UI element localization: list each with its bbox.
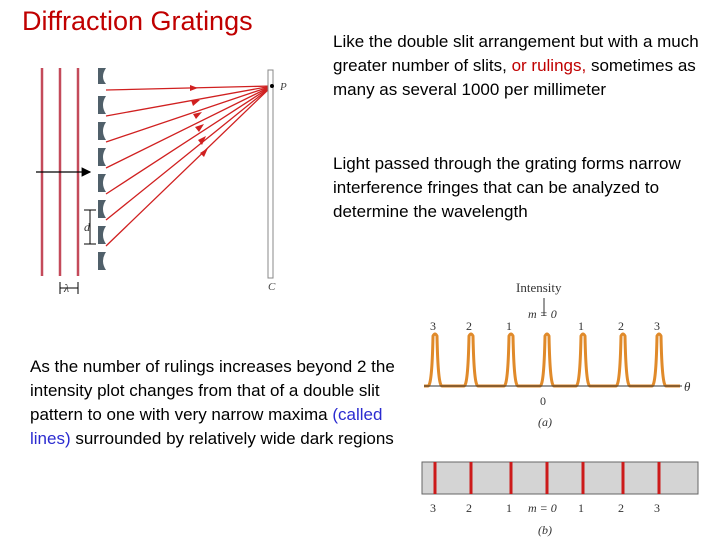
slide-title: Diffraction Gratings (22, 6, 253, 36)
intensity-diagram: Intensity m = 0 3 2 1 1 2 3 θ 0 (a) 3 2 … (421, 280, 699, 537)
order-label: 2 (618, 319, 624, 333)
lines-highlight: (called lines) (30, 405, 383, 448)
ray-arrowhead (198, 136, 206, 145)
diffracted-ray (105, 85, 273, 247)
rulings-highlight: or rulings, (511, 56, 587, 75)
label-d: d (84, 220, 91, 234)
ray-arrowhead (195, 124, 204, 132)
label-p: P (279, 81, 287, 93)
diffracted-ray (105, 85, 273, 195)
paragraph-intensity-tail: surrounded by relatively wide dark regio… (70, 429, 394, 448)
diffracted-ray (105, 85, 273, 143)
order-label: 3 (654, 319, 660, 333)
bottom-order-label: 3 (654, 501, 660, 515)
focus-point (270, 84, 274, 88)
theta-label: θ (684, 379, 691, 394)
order-label: 3 (430, 319, 436, 333)
diffracted-ray (105, 85, 273, 169)
paragraph-fringes: Light passed through the grating forms n… (333, 154, 681, 221)
order-label: 1 (578, 319, 584, 333)
bottom-order-label: 2 (466, 501, 472, 515)
grating-plate (98, 68, 106, 270)
diffracted-ray (105, 85, 273, 91)
diffracted-ray (105, 85, 273, 117)
intensity-axis-label: Intensity (516, 280, 562, 295)
zero-label: 0 (540, 394, 546, 408)
label-lambda: λ (63, 281, 69, 295)
panel-b-label: (b) (538, 523, 552, 537)
intensity-curve (424, 332, 680, 388)
label-c: C (268, 281, 276, 293)
grating-diagram: P C d λ (36, 68, 287, 295)
order-label: 1 (506, 319, 512, 333)
paragraph-intensity: As the number of rulings increases beyon… (30, 355, 425, 451)
spectrum-band (421, 461, 699, 495)
order-label: 2 (466, 319, 472, 333)
diffracted-ray (105, 85, 273, 221)
paragraph-rulings-tail: sometimes as many as several 1000 per mi… (333, 56, 696, 99)
panel-a-label: (a) (538, 415, 552, 429)
paragraph-rulings-text: Like the double slit arrangement but wit… (333, 32, 699, 75)
ray-arrowhead (193, 112, 202, 119)
bottom-order-label: 2 (618, 501, 624, 515)
viewing-screen (267, 69, 274, 279)
bottom-order-label: m = 0 (528, 501, 557, 515)
paragraph-intensity-text: As the number of rulings increases beyon… (30, 357, 395, 424)
bottom-order-label: 3 (430, 501, 436, 515)
bottom-order-label: 1 (578, 501, 584, 515)
bottom-order-label: 1 (506, 501, 512, 515)
paragraph-rulings: Like the double slit arrangement but wit… (333, 30, 703, 102)
center-order-label: m = 0 (528, 307, 557, 321)
ray-arrowhead (190, 85, 198, 91)
ray-arrowhead (200, 148, 208, 157)
ray-arrowhead (191, 100, 200, 106)
